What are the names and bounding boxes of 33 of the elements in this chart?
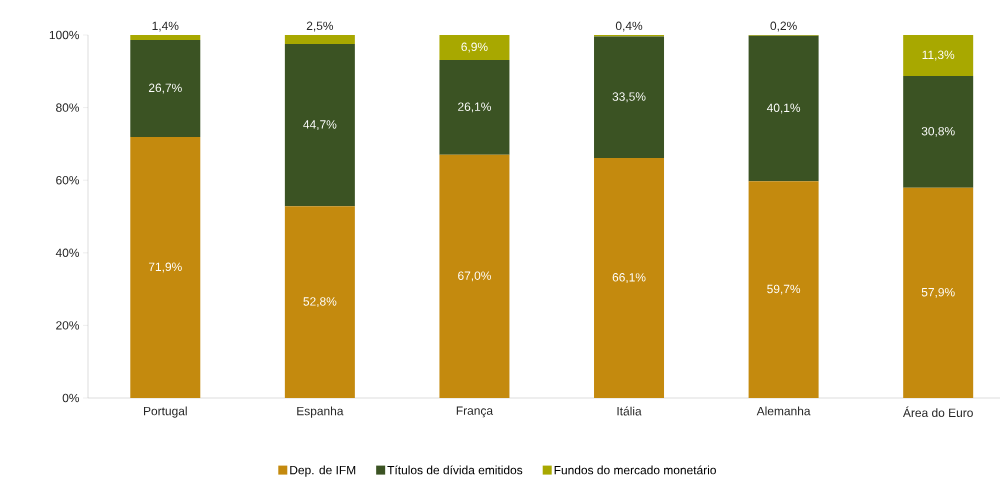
x-tick-label: Espanha [297, 406, 344, 418]
legend-label: Títulos de dívida emitidos [387, 465, 523, 475]
data-label: 40,1% [766, 103, 801, 114]
x-tick-label: França [456, 406, 494, 418]
y-tick-label: 0% [62, 393, 80, 403]
data-label: 33,5% [612, 92, 646, 103]
x-tick-label: Itália [617, 406, 642, 416]
data-label: 0,4% [615, 21, 643, 32]
legend-label: Dep. de IFM [290, 465, 356, 477]
x-tick-label: Portugal [144, 406, 187, 418]
data-label: 44,7% [303, 120, 337, 131]
data-label: 59,7% [767, 284, 801, 295]
y-tick-label: 80% [56, 103, 80, 112]
data-label: 26,7% [148, 83, 182, 94]
legend-label: Fundos do mercado monetário [554, 465, 716, 475]
data-label: 71,9% [148, 262, 182, 273]
data-label: 26,1% [458, 102, 491, 113]
data-label: 66,1% [612, 273, 646, 283]
x-tick-label: Alemanha [756, 406, 811, 416]
data-label: 52,8% [303, 297, 337, 308]
y-tick-label: 40% [55, 248, 80, 258]
data-label: 57,9% [921, 287, 955, 298]
y-tick-label: 60% [56, 175, 80, 185]
data-label: 6,9% [461, 42, 488, 53]
y-tick-label: 100% [49, 30, 80, 40]
x-tick-label: Área do Euro [902, 406, 973, 417]
y-tick-label: 20% [56, 321, 80, 330]
data-label: 30,8% [921, 126, 955, 137]
data-label: 67,0% [458, 271, 491, 282]
data-label: 1,4% [152, 21, 179, 32]
data-label: 2,5% [306, 21, 334, 32]
data-label: 0,2% [770, 21, 797, 32]
data-label: 11,3% [922, 50, 955, 61]
